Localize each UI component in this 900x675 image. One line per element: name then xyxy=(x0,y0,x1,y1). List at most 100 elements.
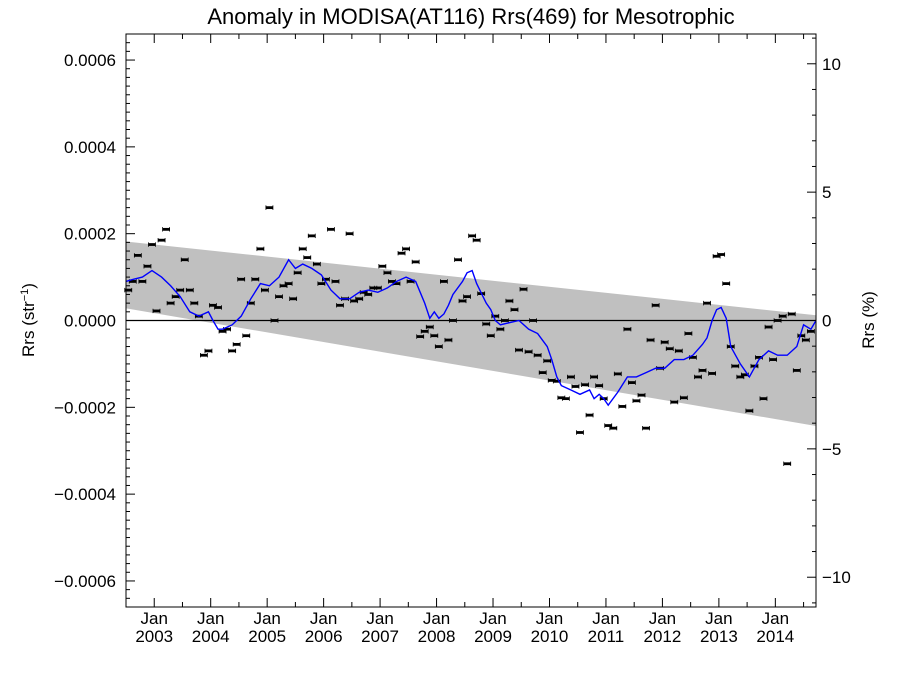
left-y-tick-label: 0.0000 xyxy=(64,312,116,331)
anomaly-marker-bar xyxy=(271,319,279,322)
anomaly-marker xyxy=(618,404,627,409)
anomaly-marker xyxy=(307,233,316,239)
left-y-axis-label-text: Rrs (str xyxy=(19,301,38,357)
anomaly-marker-bar xyxy=(355,297,363,301)
anomaly-marker xyxy=(543,358,552,364)
anomaly-marker xyxy=(529,318,538,323)
anomaly-marker-bar xyxy=(237,277,245,281)
anomaly-marker xyxy=(576,430,584,435)
right-y-axis: −10 −5 0 5 10 xyxy=(807,37,851,604)
anomaly-marker xyxy=(411,259,420,265)
anomaly-marker-bar xyxy=(223,327,231,331)
anomaly-marker-bar xyxy=(807,329,815,333)
left-y-tick-label: 0.0004 xyxy=(64,138,116,157)
anomaly-marker xyxy=(750,363,759,369)
anomaly-marker-bar xyxy=(336,303,344,307)
anomaly-marker-bar xyxy=(261,288,269,292)
left-y-axis-label-close: ) xyxy=(19,283,38,289)
x-tick-label-year: 2008 xyxy=(418,627,456,646)
anomaly-marker xyxy=(581,382,589,387)
anomaly-marker xyxy=(486,333,495,338)
anomaly-marker xyxy=(458,298,467,304)
anomaly-marker-bar xyxy=(308,234,316,238)
anomaly-marker xyxy=(764,324,773,330)
anomaly-marker-bar xyxy=(430,334,438,338)
x-tick-label-month: Jan xyxy=(479,609,506,628)
anomaly-marker-bar xyxy=(317,282,325,286)
anomaly-marker-bar xyxy=(402,247,410,251)
anomaly-marker-bar xyxy=(190,301,198,305)
anomaly-marker-bar xyxy=(322,277,330,281)
anomaly-marker-bar xyxy=(378,264,386,268)
anomaly-marker xyxy=(787,311,796,317)
anomaly-marker-bar xyxy=(407,280,415,283)
anomaly-marker-bar xyxy=(797,334,805,338)
anomaly-marker-bar xyxy=(694,375,702,379)
anomaly-marker-bar xyxy=(350,299,358,303)
anomaly-marker-bar xyxy=(731,364,739,368)
anomaly-marker-bar xyxy=(421,329,429,333)
anomaly-marker xyxy=(242,333,251,338)
anomaly-marker-bar xyxy=(769,358,777,361)
right-y-axis-label: Rrs (%) xyxy=(859,291,878,349)
anomaly-marker-bar xyxy=(214,306,222,309)
anomaly-marker xyxy=(468,233,477,239)
anomaly-marker xyxy=(731,363,740,369)
anomaly-marker xyxy=(157,237,166,243)
anomaly-marker-bar xyxy=(200,353,208,357)
anomaly-marker xyxy=(402,246,410,252)
anomaly-marker xyxy=(148,242,156,247)
anomaly-marker-bar xyxy=(129,280,137,283)
anomaly-marker-bar xyxy=(802,338,810,342)
anomaly-marker xyxy=(694,374,702,380)
left-y-tick-label: 0.0006 xyxy=(64,51,116,70)
anomaly-marker-bar xyxy=(459,299,467,303)
running-mean-line xyxy=(125,258,817,407)
anomaly-marker xyxy=(383,270,392,275)
left-y-tick-label: 0.0002 xyxy=(64,225,116,244)
anomaly-marker-bar xyxy=(167,301,175,305)
anomaly-marker-bar xyxy=(590,375,598,379)
anomaly-marker xyxy=(270,318,279,323)
anomaly-marker-bar xyxy=(703,301,711,305)
x-tick-label-year: 2011 xyxy=(588,627,625,646)
anomaly-marker xyxy=(722,281,731,286)
anomaly-marker-bar xyxy=(539,371,547,374)
anomaly-marker-bar xyxy=(750,364,758,368)
x-tick-label-year: 2012 xyxy=(644,627,682,646)
anomaly-marker xyxy=(261,287,269,293)
anomaly-marker-bar xyxy=(468,234,476,238)
x-tick-label-month: Jan xyxy=(197,609,224,628)
anomaly-marker-bar xyxy=(713,254,721,258)
anomaly-marker xyxy=(204,348,213,354)
anomaly-marker xyxy=(703,300,711,306)
right-y-tick-label: 0 xyxy=(822,312,831,331)
anomaly-marker xyxy=(373,285,382,291)
anomaly-marker-bar xyxy=(388,280,396,283)
anomaly-marker-bar xyxy=(755,355,763,359)
right-y-tick-label: 5 xyxy=(822,183,831,202)
anomaly-marker-bar xyxy=(426,325,434,329)
anomaly-marker-bar xyxy=(576,431,584,434)
anomaly-marker-bar xyxy=(604,424,612,427)
anomaly-marker xyxy=(289,296,298,301)
x-tick-label-month: Jan xyxy=(705,609,732,628)
anomaly-marker xyxy=(491,313,500,319)
anomaly-marker xyxy=(651,303,660,308)
anomaly-marker-bar xyxy=(765,325,773,329)
anomaly-marker-bar xyxy=(515,348,523,352)
anomaly-marker xyxy=(355,296,364,301)
x-tick-label-month: Jan xyxy=(366,609,393,628)
anomaly-marker-bar xyxy=(228,349,236,353)
anomaly-marker-bar xyxy=(666,347,674,351)
anomaly-marker-bar xyxy=(529,319,537,322)
anomaly-marker xyxy=(439,279,448,284)
anomaly-marker xyxy=(425,324,434,330)
anomaly-marker xyxy=(293,270,302,275)
anomaly-marker xyxy=(561,396,570,401)
anomaly-marker-bar xyxy=(412,260,420,264)
anomaly-marker xyxy=(590,374,598,380)
anomaly-marker xyxy=(646,337,655,343)
anomaly-marker-bar xyxy=(346,232,354,236)
anomaly-marker-bar xyxy=(520,287,528,291)
